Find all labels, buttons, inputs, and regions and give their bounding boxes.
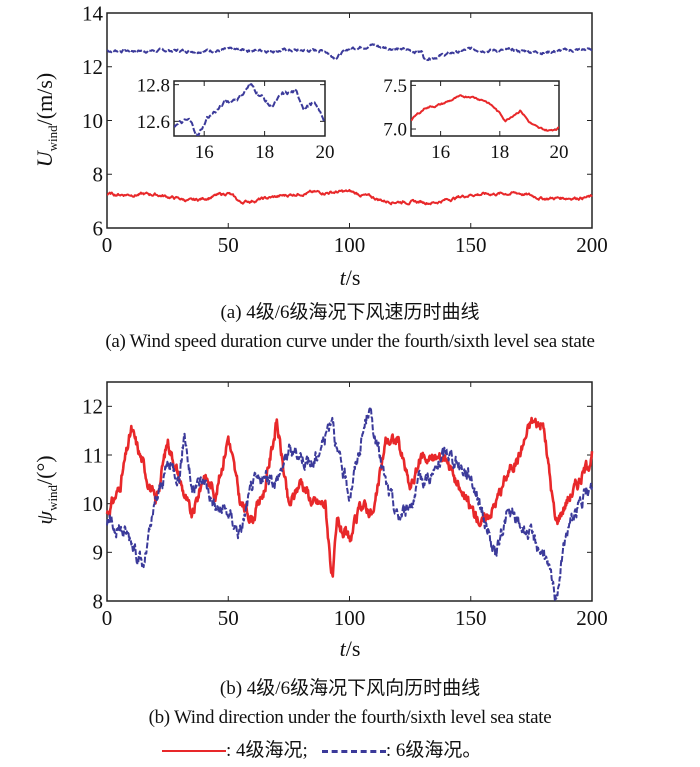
panel-b-xtick-label: 0 — [102, 606, 113, 630]
inset-2-ytick-label: 7.5 — [383, 76, 407, 97]
panel-a-ytick-label: 6 — [93, 216, 104, 240]
legend-blue-label: : 6级海况。 — [385, 740, 482, 761]
xlabel-symbol: t — [340, 636, 347, 661]
panel-a-xtick-label: 0 — [102, 233, 113, 257]
panel-b-xtick-label: 50 — [218, 606, 239, 630]
panel-b-series-sea-state-4 — [105, 416, 594, 578]
panel-a-ytick-label: 14 — [82, 1, 104, 25]
panel-b-ytick-label: 8 — [93, 589, 104, 613]
caption-b-cn: (b) 4级/6级海况下风向历时曲线 — [219, 678, 481, 699]
inset-1-ytick-label: 12.8 — [137, 75, 170, 96]
inset-1-axes-frame — [173, 80, 326, 137]
panel-a-xtick-label: 200 — [576, 233, 608, 257]
caption-a-en: (a) Wind speed duration curve under the … — [105, 331, 595, 352]
inset-bg — [174, 81, 325, 136]
panel-a-xtick-label: 100 — [334, 233, 366, 257]
panel-b-ytick-label: 12 — [82, 395, 103, 419]
caption-b-en: (b) Wind direction under the fourth/sixt… — [148, 707, 552, 728]
panel-b-series-sea-state-6 — [106, 406, 593, 601]
ylabel-symbol: ψ — [32, 511, 57, 525]
panel-a-ytick-label: 8 — [93, 163, 104, 187]
xlabel-symbol: t — [340, 265, 347, 290]
panel-b-ytick-label: 10 — [82, 492, 103, 516]
panel-a-series-sea-state-4 — [106, 188, 593, 206]
legend-blue-swatch — [321, 749, 386, 753]
inset-2-xtick-label: 18 — [490, 142, 509, 163]
panel-b-xlabel: t/s — [340, 636, 361, 661]
inset-1-xtick-label: 20 — [316, 142, 335, 163]
ylabel-unit: /(m/s) — [32, 73, 57, 126]
panel-b-ytick-label: 9 — [93, 541, 104, 565]
ylabel-subscript: wind — [45, 125, 60, 152]
caption-a-cn: (a) 4级/6级海况下风速历时曲线 — [220, 302, 480, 323]
panel-a-series-sea-state-6 — [106, 43, 593, 62]
panel-a-xlabel: t/s — [340, 265, 361, 290]
ylabel-symbol: U — [32, 149, 57, 167]
inset-1-xtick-label: 18 — [255, 142, 274, 163]
panel-b-ytick-label: 11 — [83, 443, 103, 467]
panel-a-xtick-label: 50 — [218, 233, 239, 257]
inset-bg — [411, 81, 559, 136]
ylabel-subscript: wind — [45, 484, 60, 511]
panel-b-xtick-label: 150 — [455, 606, 487, 630]
legend-red-label: : 4级海况; — [226, 740, 308, 761]
panel-a-ylabel-text: Uwind/(m/s) — [32, 73, 60, 167]
inset-2-xtick-label: 16 — [431, 142, 450, 163]
panel-a-xtick-label: 150 — [455, 233, 487, 257]
inset-2-axes-frame — [410, 80, 560, 137]
legend: : 4级海况; : 6级海况。 — [162, 740, 481, 762]
panel-b-axes-frame — [106, 381, 593, 602]
inset-2-series — [411, 94, 559, 132]
panel-b-ylabel: ψwind/(°) — [32, 455, 60, 524]
panel-a-ytick-label: 10 — [82, 109, 103, 133]
panel-a-ytick-label: 12 — [82, 55, 103, 79]
inset-2-ytick-label: 7.0 — [383, 120, 407, 141]
panel-a-ylabel: Uwind/(m/s) — [32, 73, 60, 167]
xlabel-unit: /s — [346, 265, 361, 290]
xlabel-unit: /s — [346, 636, 361, 661]
panel-b-xtick-label: 100 — [334, 606, 366, 630]
inset-1-series — [174, 82, 325, 136]
panel-b-ylabel-text: ψwind/(°) — [32, 455, 60, 524]
inset-1-ytick-label: 12.6 — [137, 112, 170, 133]
ylabel-unit: /(°) — [32, 455, 57, 485]
inset-1-xtick-label: 16 — [195, 142, 214, 163]
inset-2-xtick-label: 20 — [550, 142, 569, 163]
legend-red-swatch — [162, 750, 226, 752]
panel-b-xtick-label: 200 — [576, 606, 608, 630]
